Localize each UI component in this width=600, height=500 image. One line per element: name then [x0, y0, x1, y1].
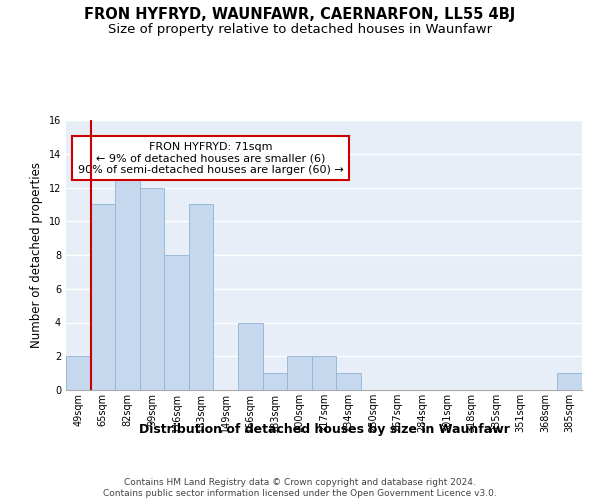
Bar: [287, 356, 312, 390]
Bar: [263, 373, 287, 390]
Bar: [557, 373, 582, 390]
Bar: [66, 356, 91, 390]
Text: Size of property relative to detached houses in Waunfawr: Size of property relative to detached ho…: [108, 22, 492, 36]
Bar: [336, 373, 361, 390]
Bar: [140, 188, 164, 390]
Bar: [91, 204, 115, 390]
Bar: [189, 204, 214, 390]
Y-axis label: Number of detached properties: Number of detached properties: [30, 162, 43, 348]
Bar: [238, 322, 263, 390]
Text: FRON HYFRYD: 71sqm
← 9% of detached houses are smaller (6)
90% of semi-detached : FRON HYFRYD: 71sqm ← 9% of detached hous…: [77, 142, 343, 175]
Bar: [312, 356, 336, 390]
Text: Contains HM Land Registry data © Crown copyright and database right 2024.
Contai: Contains HM Land Registry data © Crown c…: [103, 478, 497, 498]
Bar: [115, 170, 140, 390]
Text: FRON HYFRYD, WAUNFAWR, CAERNARFON, LL55 4BJ: FRON HYFRYD, WAUNFAWR, CAERNARFON, LL55 …: [85, 8, 515, 22]
Text: Distribution of detached houses by size in Waunfawr: Distribution of detached houses by size …: [139, 422, 509, 436]
Bar: [164, 255, 189, 390]
